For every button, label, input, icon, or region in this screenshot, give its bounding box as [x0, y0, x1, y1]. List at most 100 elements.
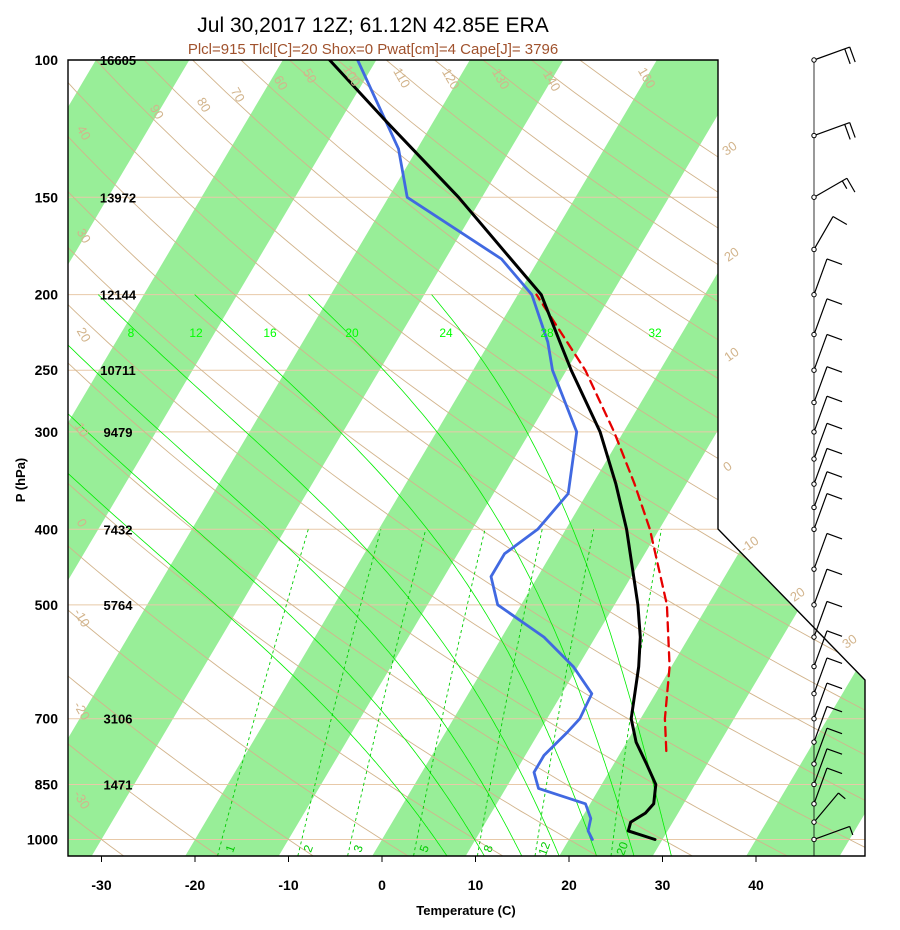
- wind-barb-shaft: [813, 792, 839, 823]
- wind-barb-station: [811, 716, 817, 722]
- wind-barb-flag: [826, 422, 843, 430]
- wind-barb-shaft: [813, 423, 828, 460]
- moist-adiabat-label: 32: [648, 326, 662, 340]
- plot-frame: [67, 59, 866, 857]
- wind-barbs: [811, 46, 856, 843]
- wind-barb: [811, 682, 843, 722]
- wind-barb: [811, 792, 846, 825]
- wind-barb-station: [811, 194, 817, 200]
- wind-barb: [811, 422, 843, 462]
- dry-adiabat: [68, 60, 409, 856]
- wind-barb-flag: [832, 216, 848, 226]
- sounding-profiles: [328, 60, 671, 841]
- dewpoint-curve: [356, 60, 594, 841]
- wind-barb-station: [811, 367, 817, 373]
- wind-barb-station: [811, 504, 817, 511]
- wind-barb-shaft: [813, 682, 828, 719]
- edge-label: 30: [719, 138, 739, 159]
- wind-barb: [811, 333, 843, 373]
- mixing-ratio-lines: [217, 529, 662, 856]
- wind-barb-flag: [844, 48, 851, 65]
- moist-adiabat-label: 24: [439, 326, 453, 340]
- wind-barb: [811, 568, 843, 608]
- wind-barb-station: [811, 819, 817, 825]
- wind-barb: [811, 748, 843, 788]
- wind-barb-station: [811, 399, 817, 406]
- moist-adiabat: [308, 294, 635, 856]
- x-tick-label: -30: [91, 877, 111, 893]
- dry-adiabat-label: -10: [71, 606, 93, 630]
- mixing-ratio-line: [413, 529, 486, 856]
- height-label: 5764: [104, 598, 134, 613]
- wind-barb-shaft: [813, 46, 850, 61]
- wind-barb-station: [811, 781, 817, 788]
- mixing-ratio-line: [476, 529, 543, 856]
- isotherm-band: [68, 60, 564, 856]
- pressure-tick-label: 400: [35, 521, 59, 537]
- height-label: 3106: [104, 712, 133, 727]
- wind-barb: [811, 657, 843, 697]
- wind-barb-flag: [826, 600, 843, 608]
- wind-barb: [811, 493, 843, 532]
- wind-barb-flag: [826, 568, 843, 576]
- mixing-ratio-label: 5: [417, 843, 433, 854]
- height-label: 10711: [100, 363, 135, 378]
- mixing-ratio-label: 1: [223, 843, 239, 854]
- mixing-ratio-line: [610, 529, 662, 856]
- wind-barb-flag: [826, 333, 843, 341]
- x-axis-title: Temperature (C): [416, 903, 515, 918]
- mixing-ratio-line: [347, 529, 427, 856]
- mixing-ratio-label: 2: [301, 843, 317, 854]
- x-tick-label: -20: [185, 877, 205, 893]
- isotherm-edge-label: 20: [787, 584, 807, 605]
- dry-adiabat-label: 50: [300, 66, 320, 86]
- wind-barb-shaft: [813, 657, 828, 694]
- wind-barb-flag: [826, 657, 843, 664]
- dry-adiabat: [68, 60, 865, 856]
- wind-barb-station: [811, 526, 817, 532]
- wind-barb-shaft: [813, 258, 828, 295]
- wind-barb-shaft: [813, 334, 828, 371]
- wind-barb-station: [811, 663, 817, 670]
- wind-barb: [811, 216, 848, 253]
- wind-barb-flag: [826, 727, 843, 735]
- wind-barb-flag: [849, 122, 856, 138]
- wind-barb-shaft: [813, 767, 828, 805]
- wind-barb-shaft: [813, 471, 828, 508]
- parcel-curve: [535, 293, 671, 753]
- wind-barb: [811, 258, 843, 298]
- moist-adiabat: [68, 294, 485, 856]
- dry-adiabat-label: 80: [194, 95, 214, 115]
- wind-barb-shaft: [813, 298, 828, 335]
- temperature-curve: [328, 60, 658, 841]
- wind-barb: [811, 767, 843, 807]
- mixing-ratio-label: 12: [535, 840, 553, 858]
- wind-barb-station: [811, 602, 817, 608]
- mixing-ratio-label: 3: [351, 843, 367, 854]
- wind-barb-station: [811, 801, 817, 807]
- x-tick-label: 10: [468, 877, 484, 893]
- edge-label: 0: [720, 458, 735, 474]
- wind-barb-shaft: [813, 366, 828, 403]
- moist-adiabat: [97, 294, 560, 856]
- mixing-ratio-label: 8: [481, 843, 497, 854]
- pressure-tick-label: 850: [35, 776, 59, 792]
- wind-barb-shaft: [813, 177, 848, 198]
- dry-adiabat: [68, 60, 865, 856]
- dry-adiabat-label: 70: [228, 85, 248, 105]
- wind-barb-station: [811, 566, 817, 572]
- wind-barb-station: [811, 291, 817, 298]
- pressure-tick-label: 200: [35, 287, 59, 303]
- wind-barb-flag: [826, 705, 843, 713]
- mixing-ratio-line: [217, 529, 309, 856]
- wind-barb: [811, 46, 856, 65]
- height-label: 9479: [104, 425, 133, 440]
- height-label: 1471: [104, 777, 133, 792]
- pressure-tick-label: 150: [35, 189, 59, 205]
- height-label: 13972: [100, 190, 136, 205]
- dry-adiabat-label: 60: [271, 73, 291, 93]
- wind-barb: [811, 471, 843, 511]
- dry-adiabat: [68, 60, 693, 856]
- wind-barb-flag: [849, 826, 854, 836]
